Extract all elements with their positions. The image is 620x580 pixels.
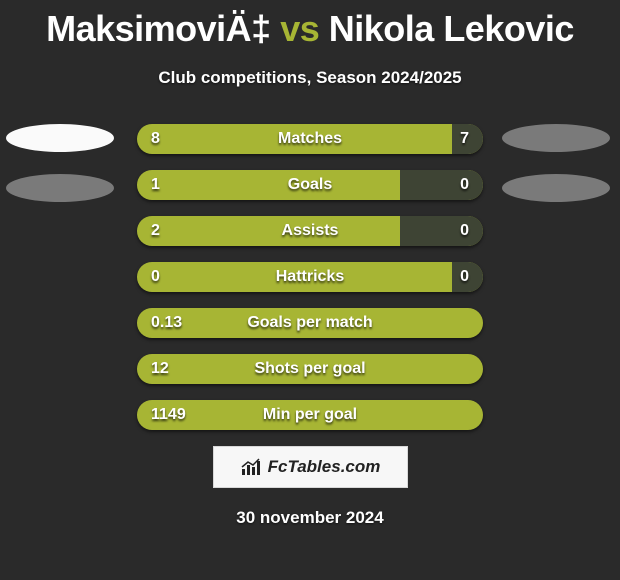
brand-box: FcTables.com bbox=[213, 446, 408, 488]
player2-badge-1 bbox=[502, 124, 610, 152]
stat-label: Matches bbox=[137, 124, 483, 154]
stat-row: 0.13Goals per match bbox=[137, 308, 483, 338]
stat-bars: 8Matches71Goals02Assists00Hattricks00.13… bbox=[137, 124, 483, 430]
stat-label: Goals per match bbox=[137, 308, 483, 338]
stat-label: Hattricks bbox=[137, 262, 483, 292]
stat-row: 1149Min per goal bbox=[137, 400, 483, 430]
player2-name: Nikola Lekovic bbox=[329, 8, 574, 49]
stat-row: 0Hattricks0 bbox=[137, 262, 483, 292]
stat-row: 8Matches7 bbox=[137, 124, 483, 154]
player1-badge-1 bbox=[6, 124, 114, 152]
comparison-title: MaksimoviÄ‡ vs Nikola Lekovic bbox=[0, 0, 620, 50]
subtitle: Club competitions, Season 2024/2025 bbox=[0, 68, 620, 88]
stat-label: Assists bbox=[137, 216, 483, 246]
player2-badge-2 bbox=[502, 174, 610, 202]
stat-value-right: 7 bbox=[460, 124, 469, 154]
stat-row: 2Assists0 bbox=[137, 216, 483, 246]
player1-name: MaksimoviÄ‡ bbox=[46, 8, 271, 49]
stat-value-right: 0 bbox=[460, 170, 469, 200]
stat-label: Goals bbox=[137, 170, 483, 200]
stat-label: Shots per goal bbox=[137, 354, 483, 384]
stats-content: 8Matches71Goals02Assists00Hattricks00.13… bbox=[0, 124, 620, 528]
brand-text: FcTables.com bbox=[268, 457, 381, 477]
stat-value-right: 0 bbox=[460, 262, 469, 292]
stat-row: 1Goals0 bbox=[137, 170, 483, 200]
vs-text: vs bbox=[280, 8, 319, 49]
date-text: 30 november 2024 bbox=[0, 508, 620, 528]
stat-row: 12Shots per goal bbox=[137, 354, 483, 384]
brand-chart-icon bbox=[240, 457, 262, 477]
stat-value-right: 0 bbox=[460, 216, 469, 246]
stat-label: Min per goal bbox=[137, 400, 483, 430]
player1-badge-2 bbox=[6, 174, 114, 202]
